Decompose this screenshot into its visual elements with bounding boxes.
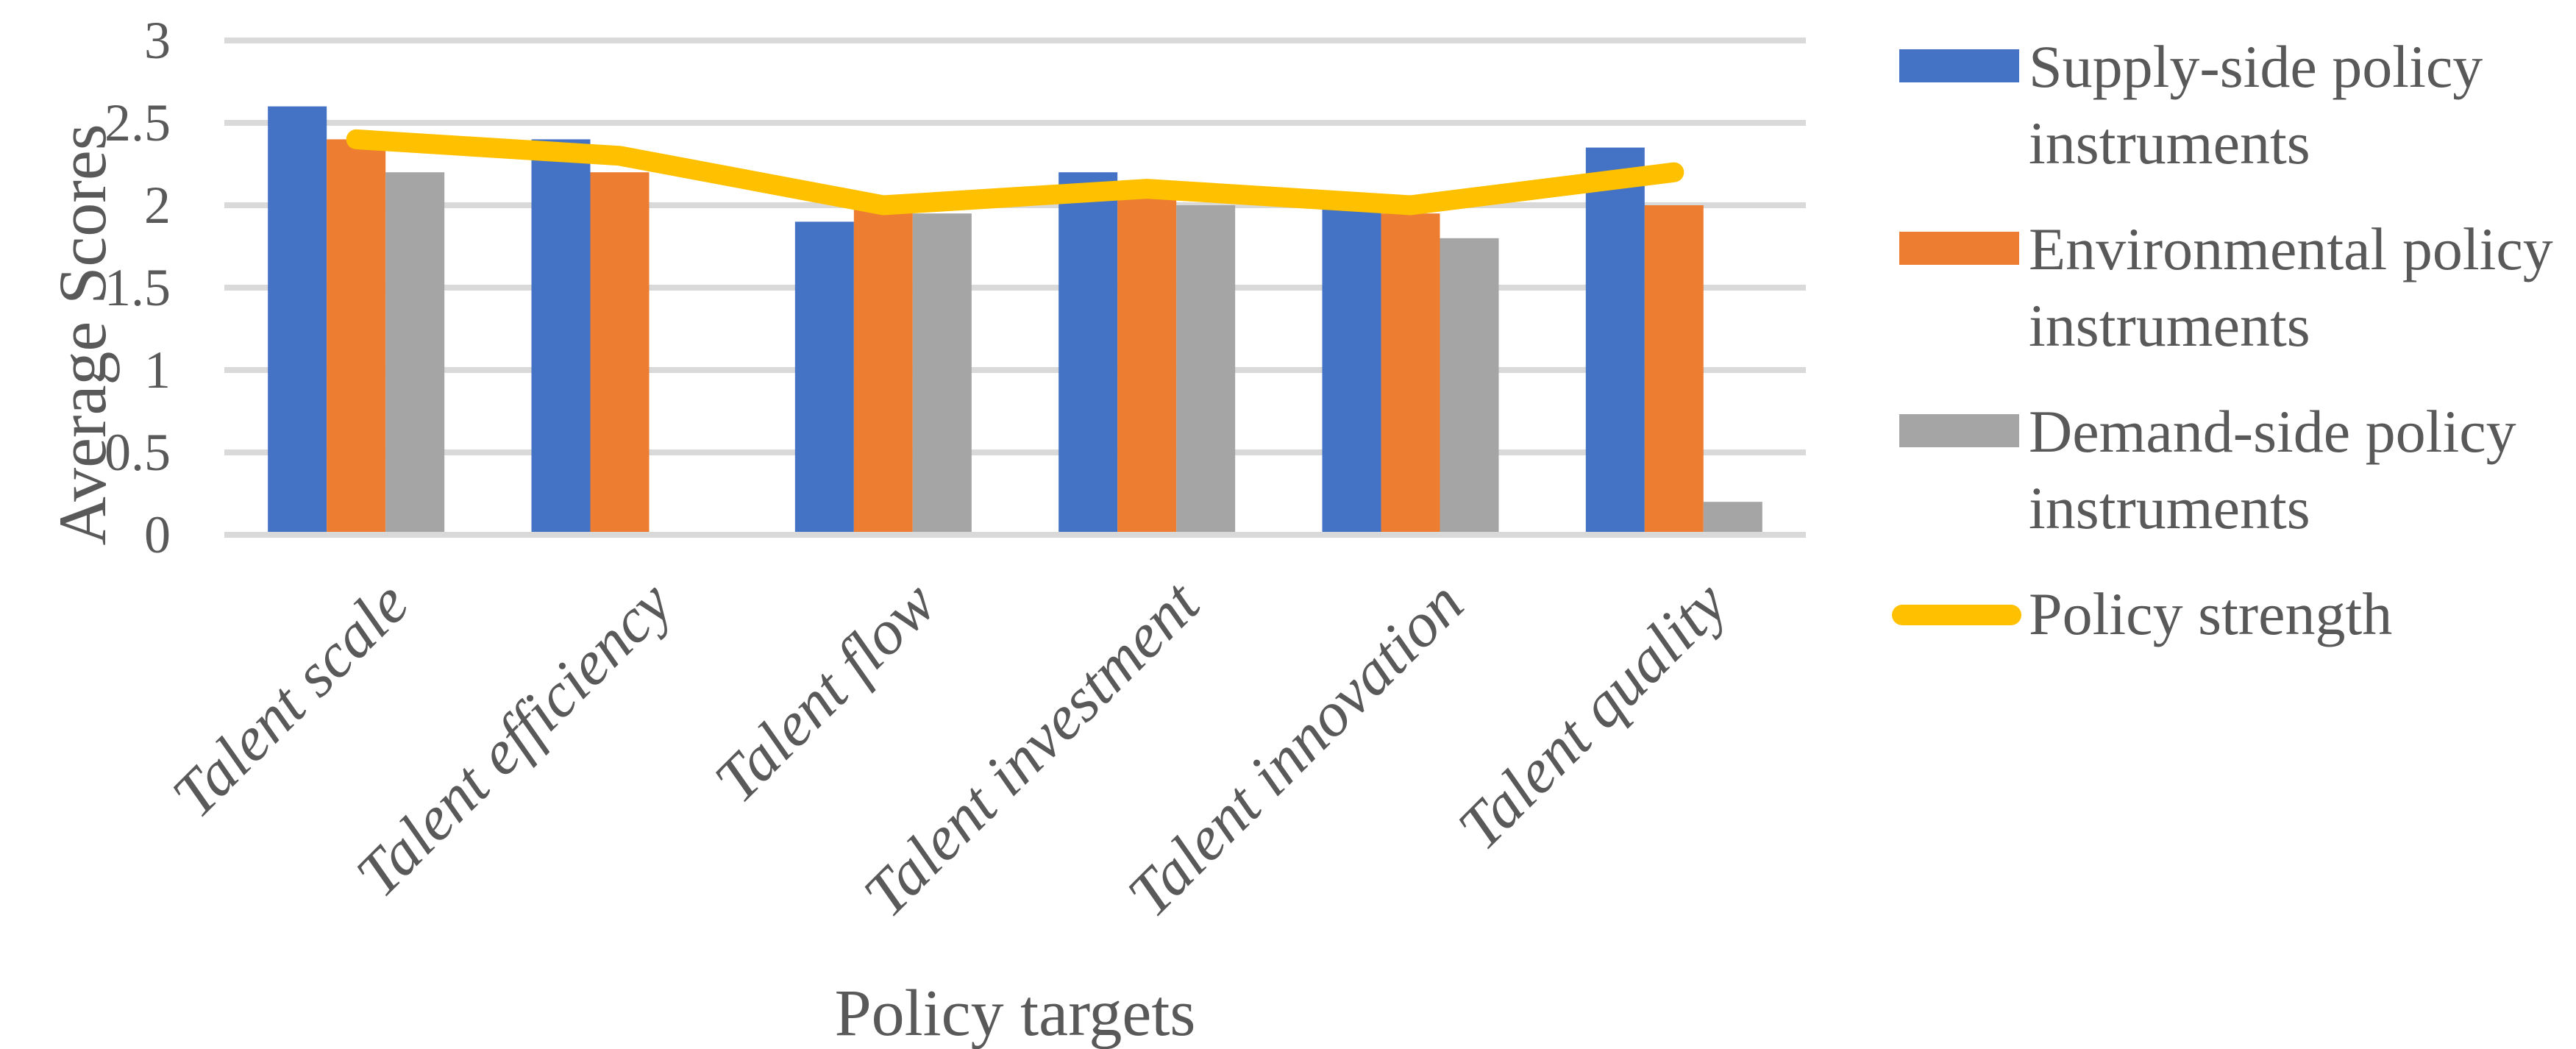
bar-environmental bbox=[327, 139, 386, 532]
bar-supply-side bbox=[1585, 147, 1645, 533]
policy-strength-line bbox=[346, 129, 1684, 216]
legend-label: Supply-side policy instruments bbox=[2029, 33, 2483, 177]
bar-demand-side bbox=[1703, 502, 1762, 532]
policy-strength-line-icon bbox=[1892, 605, 2021, 625]
bar-supply-side bbox=[268, 106, 327, 533]
demand-side-swatch-icon bbox=[1899, 414, 2019, 447]
bar-demand-side bbox=[1440, 238, 1499, 532]
legend-label: Policy strength bbox=[2029, 580, 2393, 647]
x-axis-title: Policy targets bbox=[834, 977, 1196, 1049]
plot-area bbox=[224, 38, 1806, 538]
bar-supply-side bbox=[531, 139, 591, 532]
bar-environmental bbox=[1381, 213, 1440, 532]
bar-environmental bbox=[1644, 205, 1704, 532]
y-tick-label: 1.5 bbox=[104, 258, 171, 317]
y-tick-label: 3 bbox=[144, 11, 171, 70]
environmental-swatch-icon bbox=[1899, 232, 2019, 265]
bar-environmental bbox=[1117, 196, 1177, 532]
y-tick-label: 0.5 bbox=[104, 423, 171, 482]
bar-supply-side bbox=[794, 221, 854, 532]
bar-demand-side bbox=[1176, 205, 1236, 532]
bar-demand-side bbox=[385, 172, 445, 532]
y-axis-title: Average Scores bbox=[45, 124, 120, 546]
bar-supply-side bbox=[1322, 205, 1381, 532]
y-tick-label: 0 bbox=[144, 505, 171, 564]
y-tick-label: 2.5 bbox=[104, 93, 171, 152]
bar-environmental bbox=[853, 205, 913, 532]
bar-demand-side bbox=[912, 213, 972, 532]
legend-label: Environmental policy instruments bbox=[2029, 216, 2553, 359]
legend-label: Demand-side policy instruments bbox=[2029, 398, 2516, 541]
bar-environmental bbox=[590, 172, 650, 532]
y-tick-label: 1 bbox=[144, 341, 171, 399]
supply-side-swatch-icon bbox=[1899, 49, 2019, 82]
bar-supply-side bbox=[1058, 172, 1118, 532]
y-tick-label: 2 bbox=[144, 176, 171, 235]
